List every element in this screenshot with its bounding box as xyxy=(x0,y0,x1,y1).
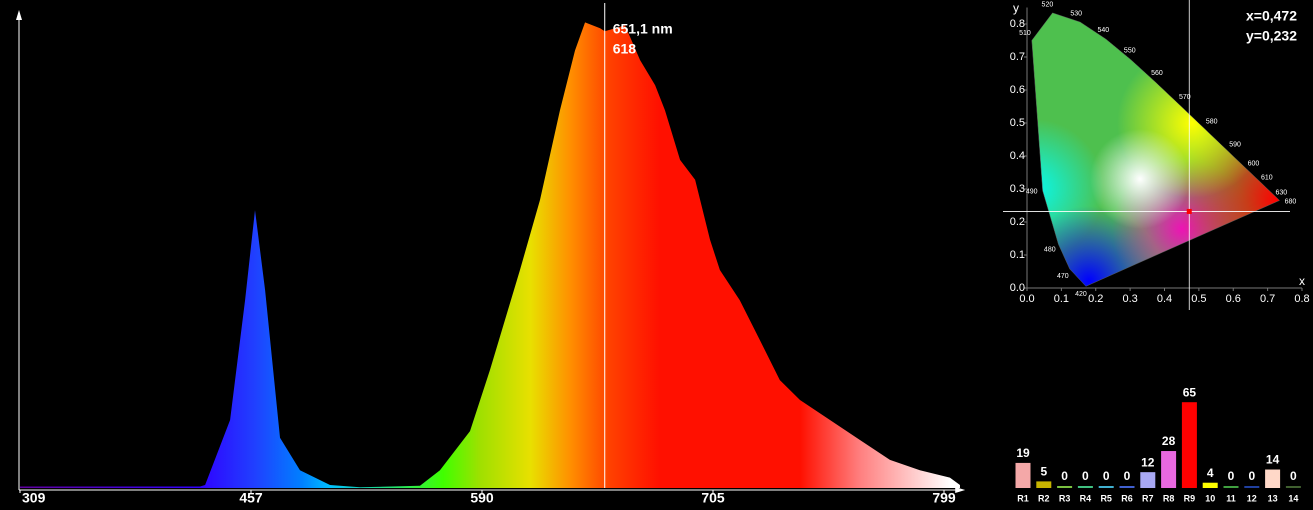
cri-value: 4 xyxy=(1207,466,1214,480)
x-tick-label: 457 xyxy=(239,490,263,506)
wavelength-label: 560 xyxy=(1151,70,1163,77)
cri-label: 12 xyxy=(1247,493,1257,503)
cri-label: R1 xyxy=(1017,493,1029,503)
cri-bar xyxy=(1015,462,1031,488)
x-tick-label: 309 xyxy=(22,490,46,506)
wavelength-label: 550 xyxy=(1124,47,1136,54)
cri-chart: 19 R1 5 R2 0 R3 0 R4 0 R5 0 R6 12 R7 28 R8 65 R9 4 10 0 11 0 12… xyxy=(1015,385,1301,503)
cri-value: 0 xyxy=(1082,469,1089,483)
wavelength-label: 490 xyxy=(1026,189,1038,196)
wavelength-label: 470 xyxy=(1057,273,1069,280)
cri-value: 0 xyxy=(1290,469,1297,483)
wavelength-label: 570 xyxy=(1179,94,1191,101)
cri-bar xyxy=(1161,451,1177,488)
y-tick-label: 0.1 xyxy=(1010,249,1025,261)
chromaticity-point xyxy=(1186,208,1192,214)
y-tick-label: 0.5 xyxy=(1010,117,1025,129)
cri-label: R8 xyxy=(1163,493,1175,503)
x-tick-label: 799 xyxy=(932,490,956,506)
cri-value: 0 xyxy=(1124,469,1131,483)
cri-bar xyxy=(1265,469,1281,488)
x-tick-label: 705 xyxy=(701,490,725,506)
x-tick-label: 590 xyxy=(470,490,494,506)
y-tick-label: 0.4 xyxy=(1010,150,1025,162)
spectrum-area xyxy=(20,22,960,488)
wavelength-label: 420 xyxy=(1075,291,1087,298)
wavelength-label: 610 xyxy=(1261,175,1273,182)
wavelength-label: 520 xyxy=(1042,2,1054,9)
cri-label: R3 xyxy=(1059,493,1071,503)
x-tick-label: 0.6 xyxy=(1226,293,1241,305)
y-tick-label: 0.7 xyxy=(1010,51,1025,63)
spectral-locus xyxy=(1031,12,1280,287)
wavelength-label: 540 xyxy=(1097,27,1109,34)
cri-value: 65 xyxy=(1183,385,1197,399)
y-tick-label: 0.8 xyxy=(1010,18,1025,30)
cri-bar xyxy=(1140,472,1156,488)
cri-label: R5 xyxy=(1100,493,1112,503)
cri-bar xyxy=(1244,486,1260,488)
cri-label: R2 xyxy=(1038,493,1050,503)
y-tick-label: 0.2 xyxy=(1010,216,1025,228)
cie-chart: 0.0 0.1 0.2 0.3 0.4 0.5 0.6 0.7 0.8 0.0 0.1 0.2 0.3 0… xyxy=(1003,0,1310,310)
wavelength-label: 530 xyxy=(1070,10,1082,17)
cri-label: R4 xyxy=(1080,493,1092,503)
wavelength-label: 680 xyxy=(1285,199,1297,206)
y-tick-label: 0.0 xyxy=(1010,282,1025,294)
x-tick-label: 0.1 xyxy=(1054,293,1069,305)
x-tick-label: 0.8 xyxy=(1294,293,1309,305)
cri-bar xyxy=(1119,486,1135,488)
wavelength-label: 580 xyxy=(1206,119,1218,126)
cri-bar xyxy=(1057,486,1073,488)
x-tick-label: 0.2 xyxy=(1088,293,1103,305)
cursor-wavelength: 651,1 nm xyxy=(613,21,673,37)
cri-value: 14 xyxy=(1266,453,1280,467)
wavelength-label: 590 xyxy=(1229,142,1241,149)
wavelength-label: 630 xyxy=(1275,189,1287,196)
cri-bar xyxy=(1077,486,1093,488)
cri-bar xyxy=(1223,486,1239,488)
cri-bar xyxy=(1181,402,1197,488)
y-tick-label: 0.3 xyxy=(1010,183,1025,195)
cri-value: 0 xyxy=(1248,469,1255,483)
x-coordinate: x=0,472 xyxy=(1246,8,1297,24)
cri-label: 11 xyxy=(1226,493,1236,503)
x-tick-label: 0.0 xyxy=(1019,293,1034,305)
cri-bar xyxy=(1098,486,1114,488)
wavelength-label: 600 xyxy=(1248,161,1260,168)
cri-value: 19 xyxy=(1016,446,1030,460)
x-axis-arrow xyxy=(955,487,966,493)
cri-bar xyxy=(1202,482,1218,488)
cri-value: 0 xyxy=(1228,469,1235,483)
x-tick-label: 0.7 xyxy=(1260,293,1275,305)
cri-value: 28 xyxy=(1162,434,1176,448)
cri-label: R6 xyxy=(1121,493,1133,503)
cri-value: 0 xyxy=(1061,469,1068,483)
cri-label: 13 xyxy=(1268,493,1278,503)
spectrum-chart: 309 457 590 705 799 651,1 nm 618 xyxy=(16,3,966,506)
wavelength-label: 510 xyxy=(1019,30,1031,37)
cri-label: 10 xyxy=(1205,493,1215,503)
cri-value: 0 xyxy=(1103,469,1110,483)
x-axis-label: x xyxy=(1299,274,1305,288)
y-axis-arrow xyxy=(16,10,22,20)
x-tick-label: 0.3 xyxy=(1122,293,1137,305)
x-tick-label: 0.5 xyxy=(1191,293,1206,305)
cri-bar xyxy=(1036,481,1052,488)
cri-label: R9 xyxy=(1184,493,1196,503)
y-coordinate: y=0,232 xyxy=(1246,28,1297,44)
cursor-value: 618 xyxy=(613,41,637,57)
x-tick-label: 0.4 xyxy=(1157,293,1172,305)
cri-bar xyxy=(1285,486,1301,488)
cri-value: 5 xyxy=(1040,465,1047,479)
y-tick-label: 0.6 xyxy=(1010,84,1025,96)
wavelength-label: 480 xyxy=(1044,247,1056,254)
cri-value: 12 xyxy=(1141,455,1155,469)
cri-label: R7 xyxy=(1142,493,1154,503)
y-axis-label: y xyxy=(1013,1,1019,15)
cri-label: 14 xyxy=(1288,493,1298,503)
